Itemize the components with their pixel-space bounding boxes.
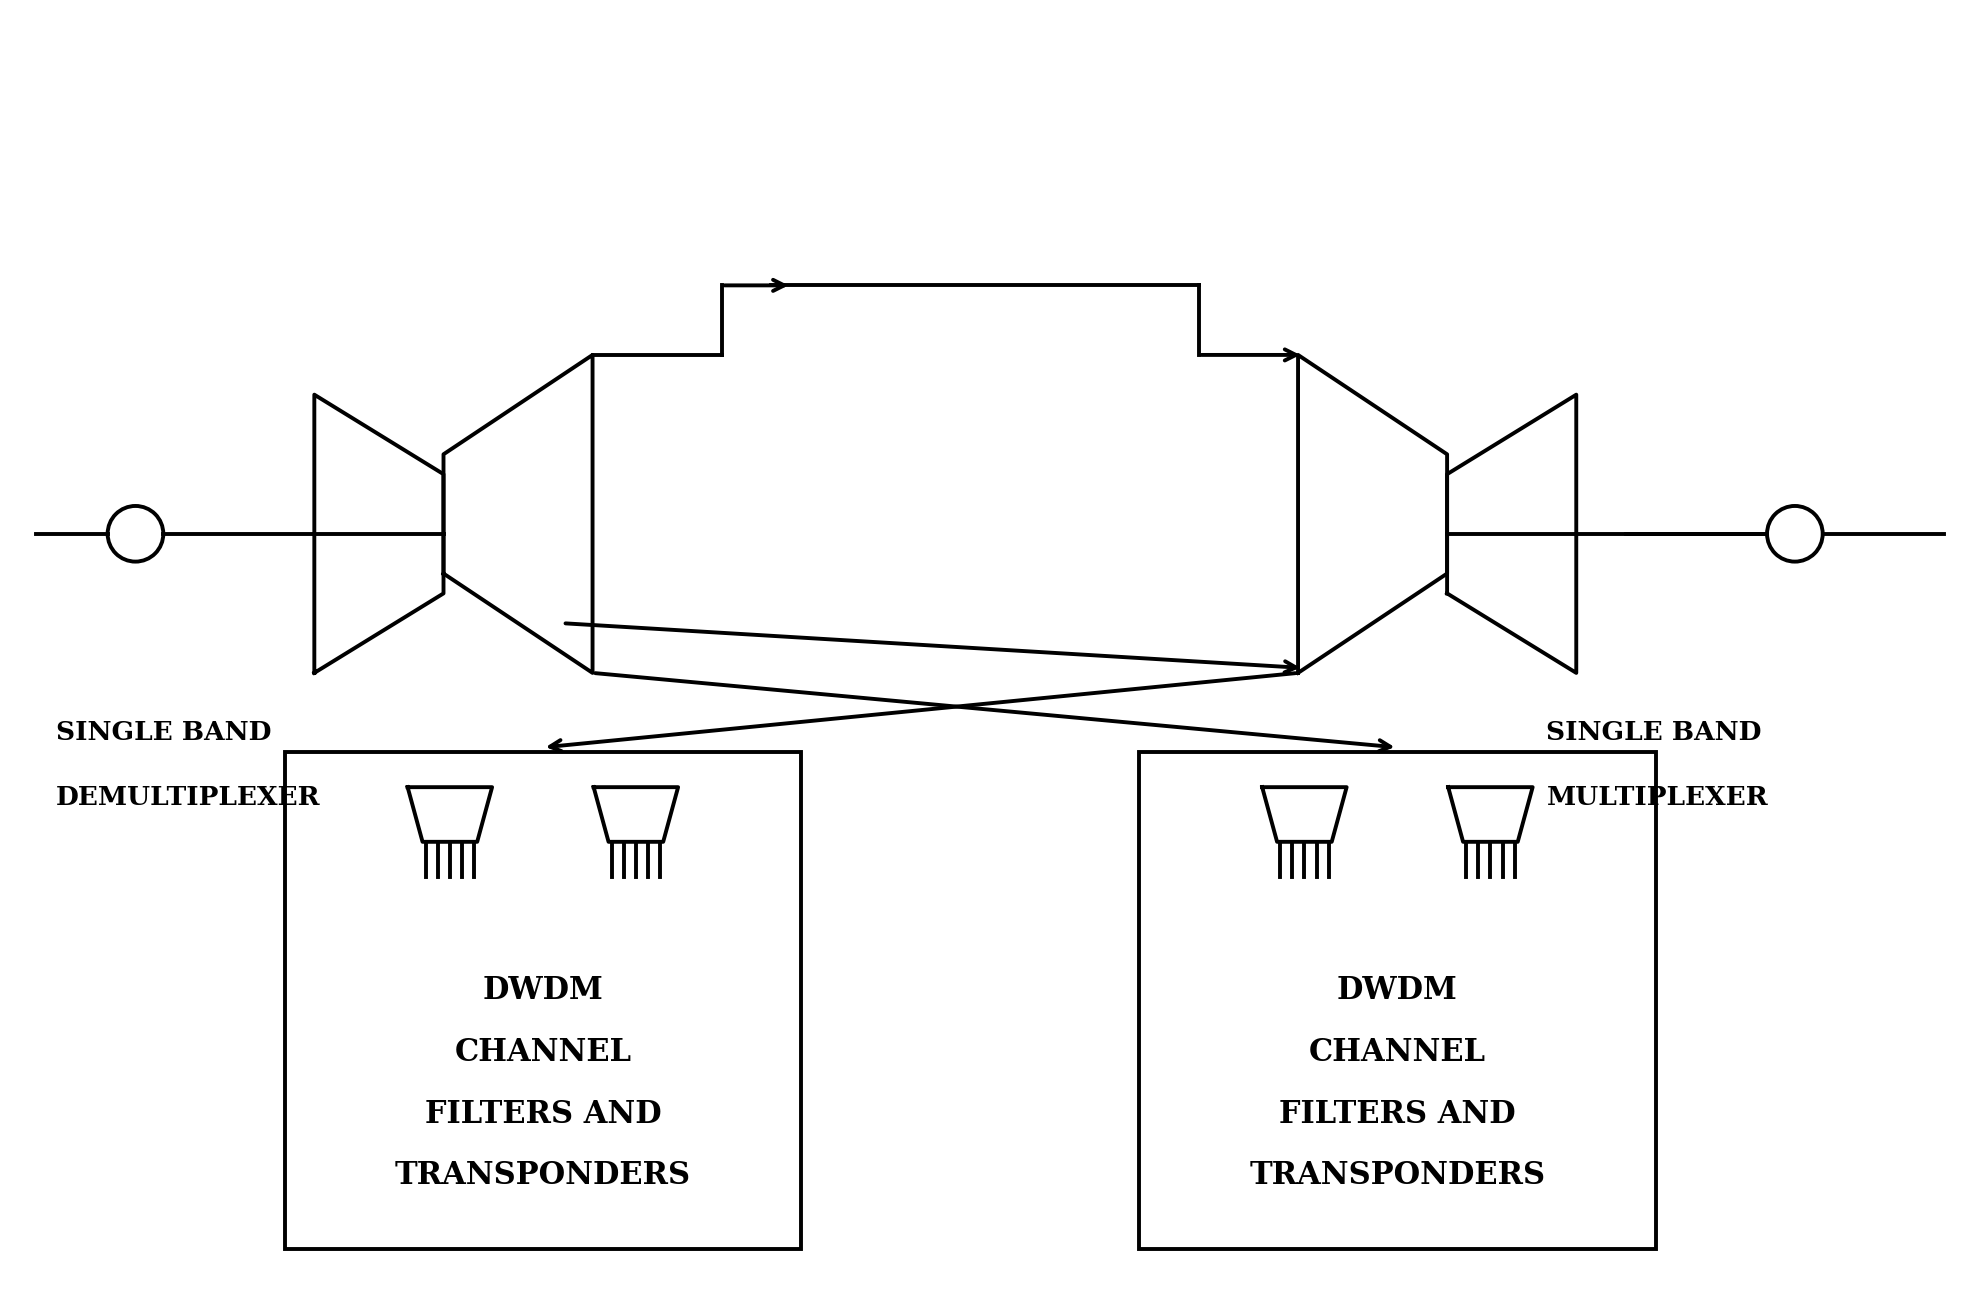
Text: DWDM: DWDM [482, 976, 603, 1006]
Text: CHANNEL: CHANNEL [1309, 1037, 1486, 1067]
Text: SINGLE BAND: SINGLE BAND [1546, 720, 1762, 744]
Text: CHANNEL: CHANNEL [454, 1037, 631, 1067]
Bar [1139, 752, 1657, 1249]
Polygon shape [444, 355, 593, 672]
Polygon shape [313, 395, 444, 672]
Text: SINGLE BAND: SINGLE BAND [56, 720, 272, 744]
Polygon shape [1262, 788, 1347, 842]
Polygon shape [407, 788, 492, 842]
Bar [284, 752, 802, 1249]
Text: DEMULTIPLEXER: DEMULTIPLEXER [56, 785, 321, 810]
Text: DWDM: DWDM [1337, 976, 1458, 1006]
Text: FILTERS AND: FILTERS AND [1280, 1099, 1516, 1129]
Text: FILTERS AND: FILTERS AND [425, 1099, 661, 1129]
Polygon shape [1446, 395, 1575, 672]
Polygon shape [1298, 355, 1446, 672]
Text: TRANSPONDERS: TRANSPONDERS [395, 1161, 690, 1191]
Text: TRANSPONDERS: TRANSPONDERS [1250, 1161, 1546, 1191]
Text: MULTIPLEXER: MULTIPLEXER [1546, 785, 1768, 810]
Polygon shape [1448, 788, 1534, 842]
Polygon shape [593, 788, 679, 842]
